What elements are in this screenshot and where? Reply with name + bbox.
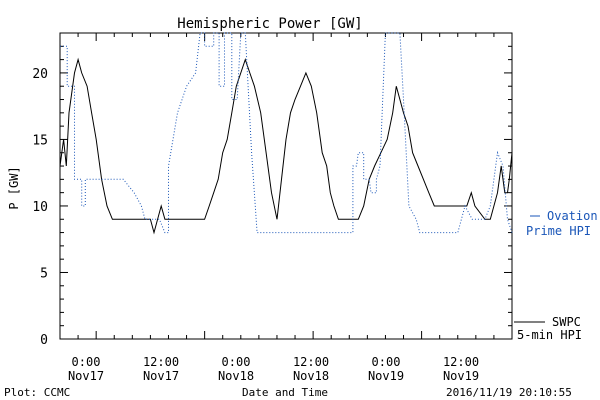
series-layer <box>59 32 513 235</box>
y-tick-label: 20 <box>32 67 48 82</box>
x-tick-label-time: 12:00 <box>143 355 179 369</box>
legend-ovation: Ovation Prime HPI <box>526 209 598 238</box>
y-tick-label: 5 <box>40 266 48 281</box>
footer-credit: Plot: CCMC <box>4 386 70 399</box>
plot-frame <box>59 32 513 340</box>
x-axis-label: Date and Time <box>242 386 328 399</box>
axis-ticks <box>59 32 513 340</box>
x-tick-label-time: 0:00 <box>222 355 251 369</box>
series-ovation-line <box>60 32 513 234</box>
legend-ovation-line2: Prime HPI <box>526 224 591 238</box>
y-axis-label: P [GW] <box>7 166 21 209</box>
x-tick-label-date: Nov19 <box>443 369 479 383</box>
y-tick-labels: 0 5 10 15 20 <box>32 67 48 348</box>
x-tick-label-date: Nov18 <box>293 369 329 383</box>
y-tick-label: 0 <box>40 333 48 348</box>
legend-swpc-line1: SWPC <box>552 315 581 329</box>
x-tick-label-date: Nov17 <box>143 369 179 383</box>
legend-swpc: SWPC 5-min HPI <box>514 315 582 342</box>
x-tick-label-time: 0:00 <box>72 355 101 369</box>
x-tick-labels: 0:00Nov1712:00Nov170:00Nov1812:00Nov180:… <box>68 355 479 383</box>
x-tick-label-date: Nov19 <box>368 369 404 383</box>
chart-title: Hemispheric Power [GW] <box>177 16 362 32</box>
x-tick-label-date: Nov18 <box>218 369 254 383</box>
legend-ovation-line1: Ovation <box>547 209 598 223</box>
x-tick-label-time: 12:00 <box>293 355 329 369</box>
legend-swpc-line2: 5-min HPI <box>517 328 582 342</box>
footer-timestamp: 2016/11/19 20:10:55 <box>446 386 572 399</box>
x-tick-label-time: 0:00 <box>372 355 401 369</box>
y-tick-label: 10 <box>32 200 48 215</box>
x-tick-label-date: Nov17 <box>68 369 104 383</box>
series-swpc-line <box>59 57 513 235</box>
y-tick-label: 15 <box>32 133 48 148</box>
x-tick-label-time: 12:00 <box>443 355 479 369</box>
